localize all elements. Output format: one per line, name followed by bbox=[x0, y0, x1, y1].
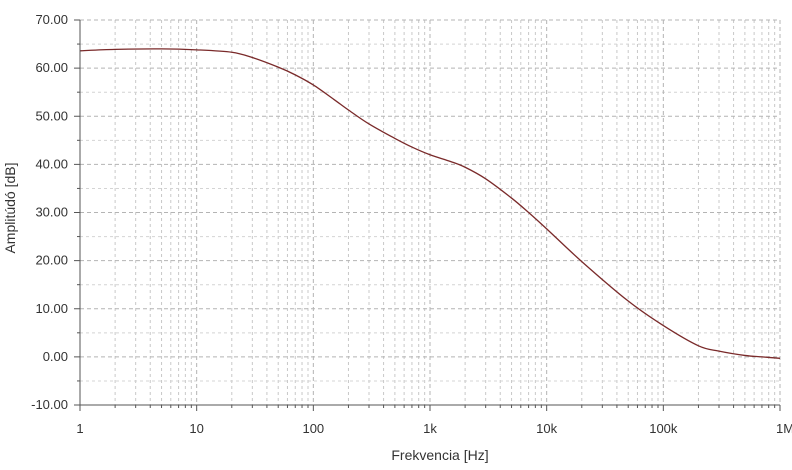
y-tick-label: 20.00 bbox=[35, 253, 68, 268]
y-tick-label: 70.00 bbox=[35, 12, 68, 27]
axis-ticks bbox=[74, 19, 781, 411]
x-tick-label: 1M bbox=[776, 421, 792, 436]
series-layer bbox=[79, 48, 781, 359]
major-gridlines bbox=[79, 19, 781, 406]
x-tick-label: 100 bbox=[302, 421, 324, 436]
y-axis-title: Amplitúdó [dB] bbox=[2, 162, 18, 253]
x-tick-label: 10k bbox=[536, 421, 557, 436]
x-tick-label: 1k bbox=[423, 421, 437, 436]
x-tick-label: 1 bbox=[76, 421, 83, 436]
x-axis-title: Frekvencia [Hz] bbox=[391, 447, 488, 463]
y-tick-label: 50.00 bbox=[35, 108, 68, 123]
x-tick-label: 10 bbox=[189, 421, 203, 436]
y-tick-label: -10.00 bbox=[31, 397, 68, 412]
series-line bbox=[79, 48, 781, 359]
y-tick-label: 10.00 bbox=[35, 301, 68, 316]
x-axis-tick-labels: 1 10 100 1k 10k 100k 1M bbox=[76, 421, 792, 436]
y-tick-label: 40.00 bbox=[35, 156, 68, 171]
y-axis-tick-labels: -10.00 0.00 10.00 20.00 30.00 40.00 50.00 60.00… bbox=[31, 12, 68, 412]
y-tick-label: 30.00 bbox=[35, 205, 68, 220]
y-tick-label: 60.00 bbox=[35, 60, 68, 75]
y-tick-label: 0.00 bbox=[43, 349, 68, 364]
x-tick-label: 100k bbox=[649, 421, 678, 436]
